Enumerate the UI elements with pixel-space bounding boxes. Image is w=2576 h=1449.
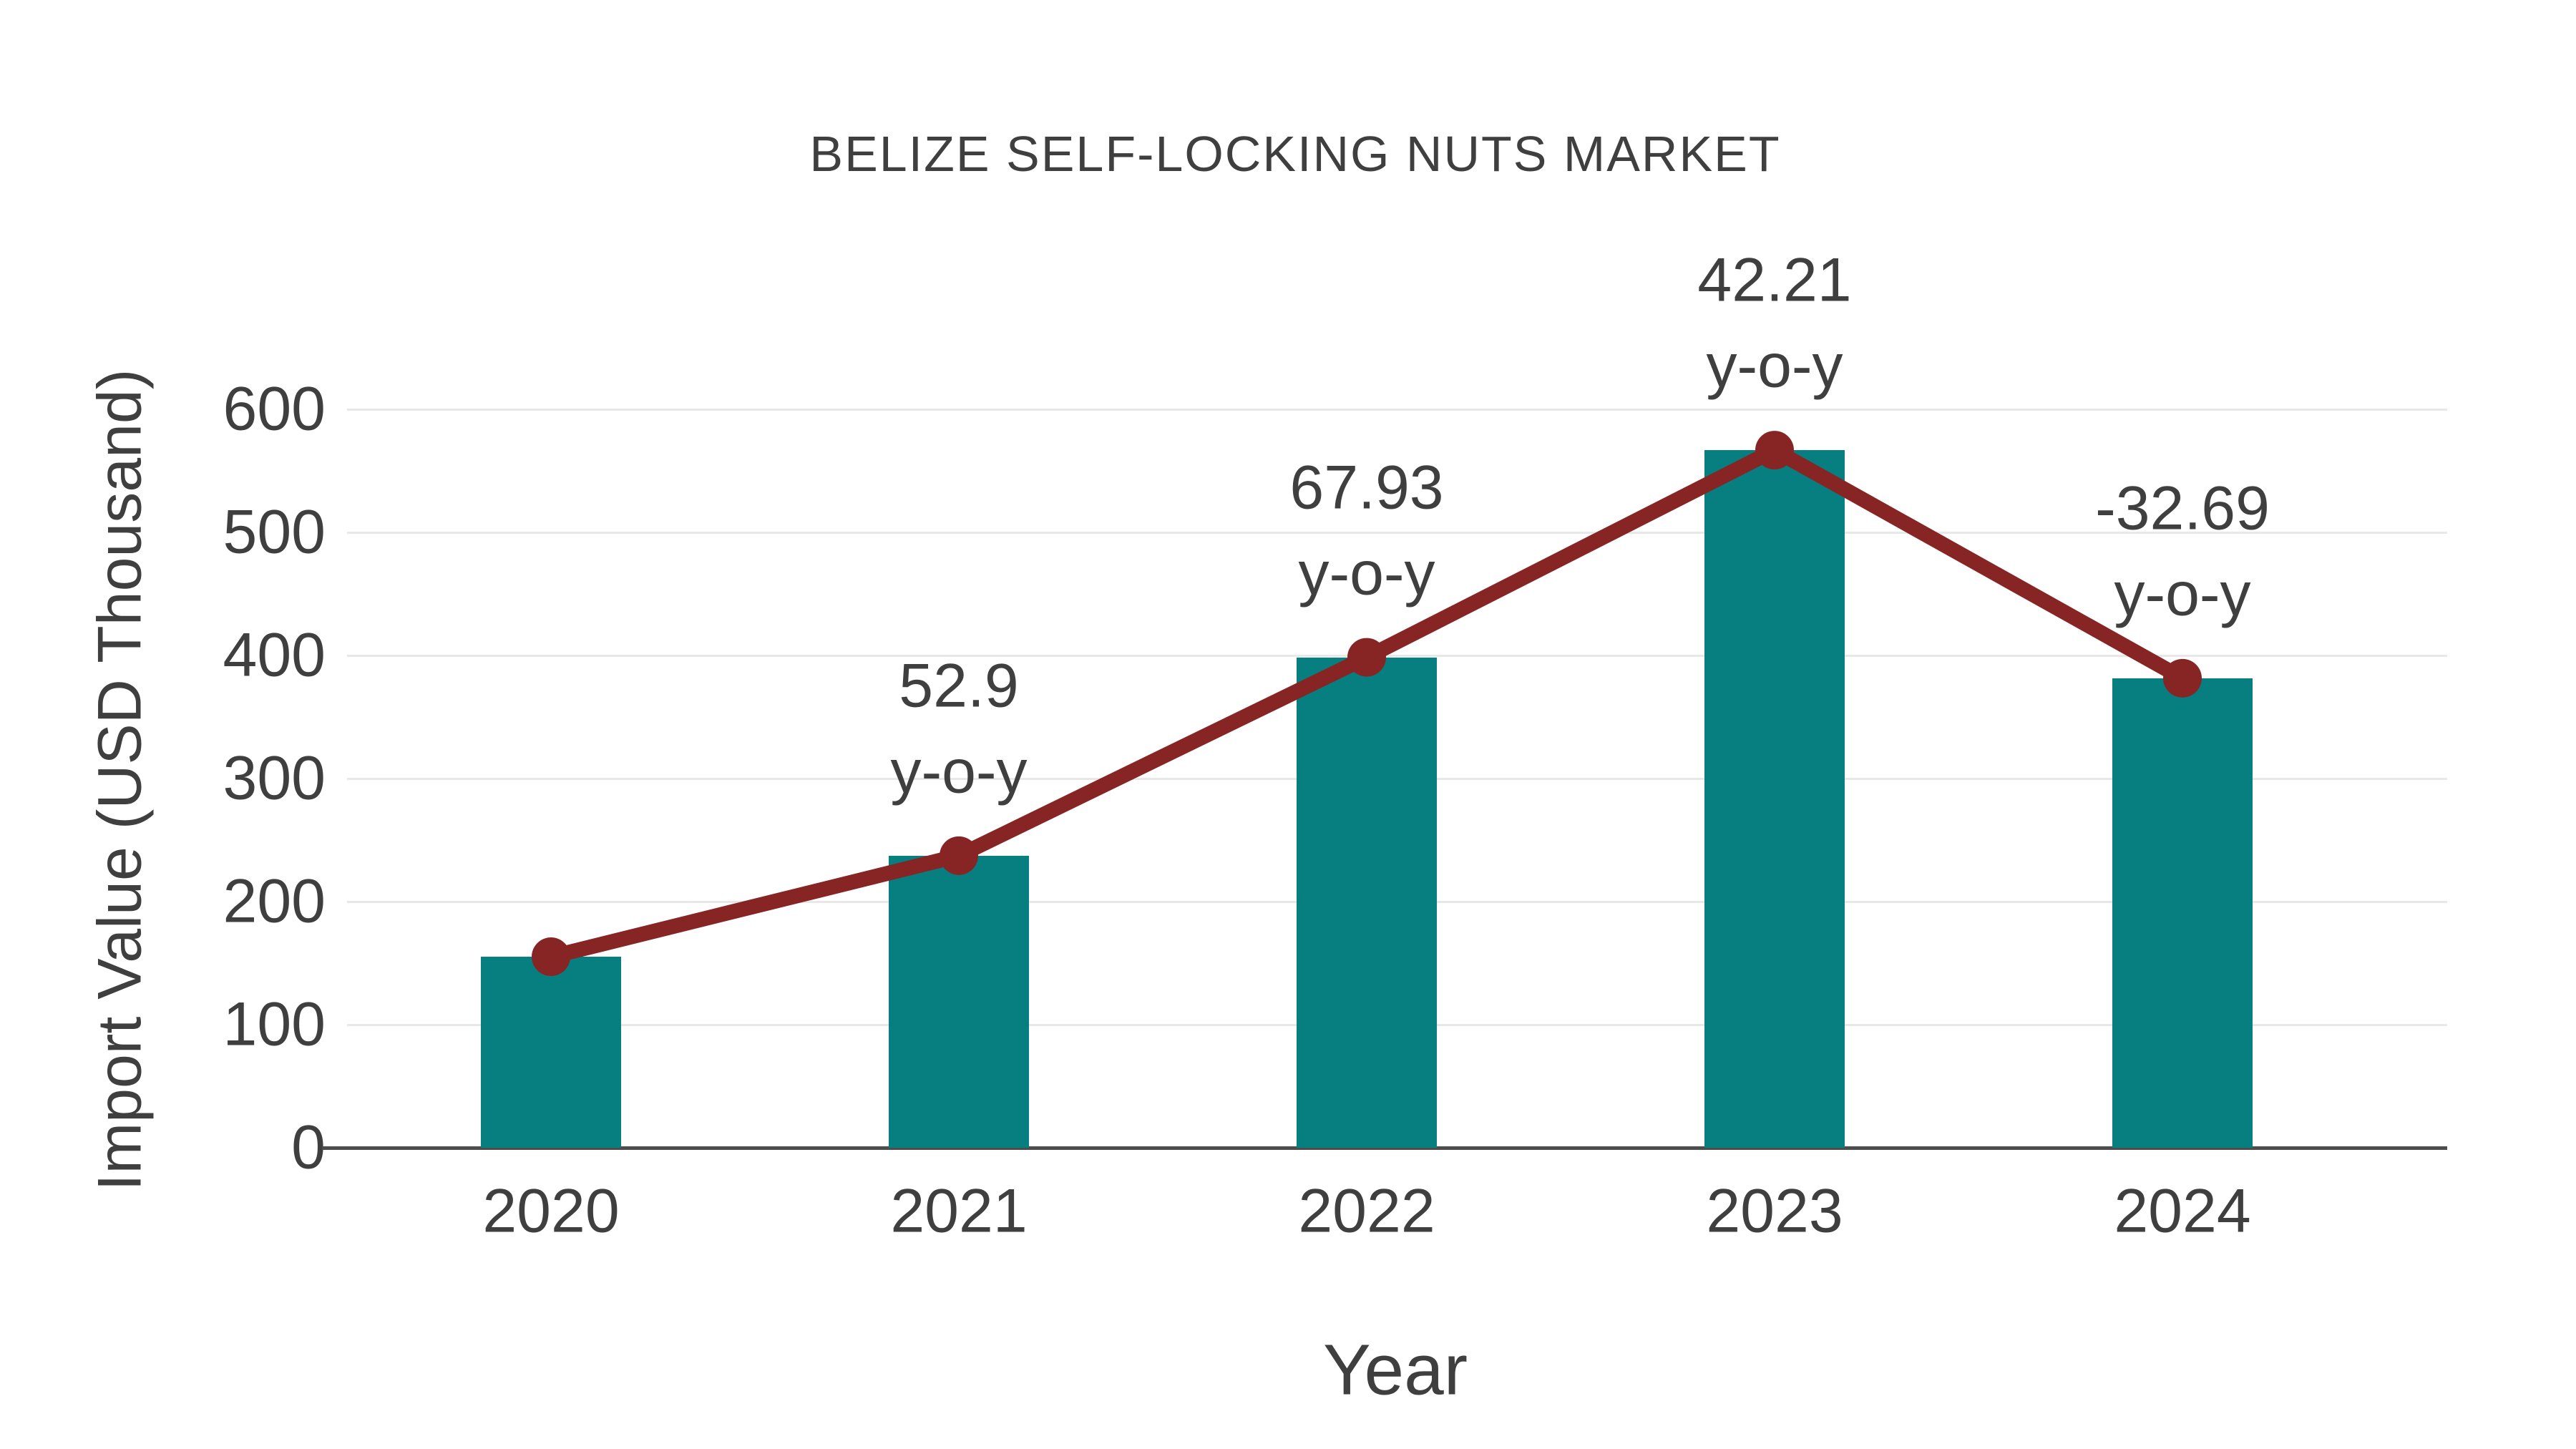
annotation-unit-2024: y-o-y (2114, 560, 2251, 629)
annotation-value-2022: 67.93 (1289, 453, 1444, 522)
bar-2020 (481, 957, 621, 1148)
y-tick-label: 600 (223, 374, 326, 444)
annotation-unit-2022: y-o-y (1298, 539, 1435, 608)
x-axis-title: Year (1322, 1330, 1468, 1410)
bar-2024 (2112, 678, 2253, 1148)
y-tick-label: 300 (223, 743, 326, 813)
annotation-value-2021: 52.9 (899, 651, 1019, 721)
x-tick-label: 2020 (482, 1176, 620, 1246)
gridline (347, 654, 2447, 657)
x-tick-label: 2021 (890, 1176, 1028, 1246)
annotation-unit-2021: y-o-y (890, 737, 1028, 806)
bar-2021 (889, 855, 1029, 1148)
y-tick-label: 100 (223, 990, 326, 1059)
y-tick-label: 200 (223, 867, 326, 936)
y-tick-label: 400 (223, 620, 326, 690)
y-tick-label: 500 (223, 497, 326, 567)
annotation-value-2023: 42.21 (1697, 245, 1852, 315)
annotation-value-2024: -32.69 (2095, 474, 2270, 543)
x-axis-line (322, 1146, 2447, 1150)
x-tick-label: 2023 (1706, 1176, 1843, 1246)
bar-2022 (1297, 657, 1437, 1148)
chart-title: BELIZE SELF-LOCKING NUTS MARKET (809, 126, 1781, 182)
gridline (347, 408, 2447, 411)
x-tick-label: 2022 (1298, 1176, 1435, 1246)
y-tick-label: 0 (291, 1113, 326, 1182)
annotation-unit-2023: y-o-y (1706, 331, 1843, 401)
bar-2023 (1704, 450, 1845, 1148)
x-tick-label: 2024 (2114, 1176, 2251, 1246)
